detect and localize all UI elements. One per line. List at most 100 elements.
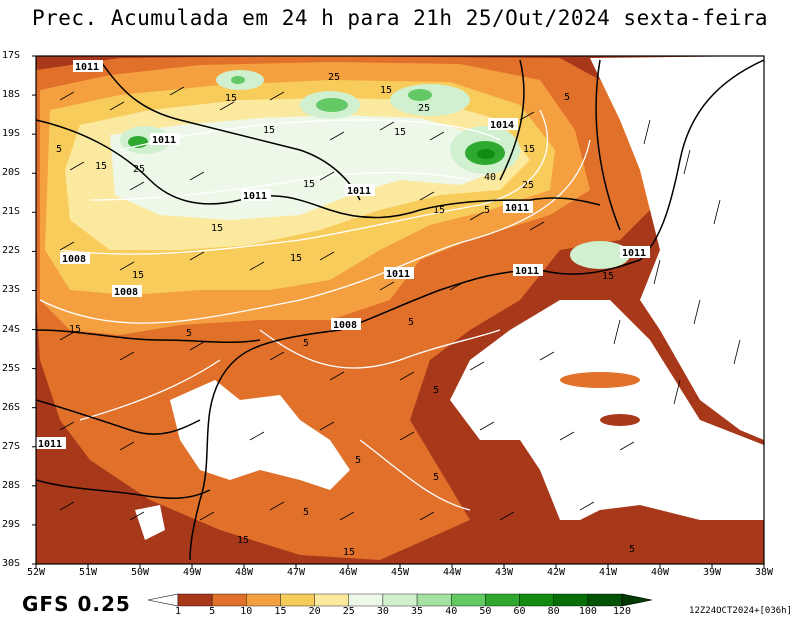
latitude-label: 24S bbox=[2, 323, 21, 335]
no-precip-coast bbox=[170, 380, 350, 490]
colorbar-tick-label: 5 bbox=[209, 606, 216, 617]
latitude-label: 17S bbox=[2, 50, 21, 61]
colorbar-tick-label: 100 bbox=[578, 606, 597, 617]
contour-value-labels: 25 15 15 25 15 15 25 5 25 40 15 5 15 15 … bbox=[56, 72, 635, 558]
colorbar-swatch bbox=[348, 593, 384, 607]
colorbar bbox=[147, 593, 653, 607]
colorbar-swatch bbox=[314, 593, 349, 607]
precip-band-30-35-f bbox=[570, 241, 630, 269]
svg-text:15: 15 bbox=[602, 271, 614, 282]
colorbar-tick-label: 20 bbox=[308, 606, 321, 617]
svg-text:15: 15 bbox=[132, 270, 144, 281]
coastlines-borders bbox=[36, 59, 764, 561]
latitude-label: 26S bbox=[2, 401, 21, 413]
contour-label: 5 bbox=[56, 144, 62, 155]
latitude-label: 21S bbox=[2, 206, 21, 218]
contour-label: 15 bbox=[303, 179, 315, 190]
longitude-label: 39W bbox=[702, 567, 722, 578]
contour-label: 15 bbox=[523, 144, 535, 155]
precip-band-25-30 bbox=[110, 115, 500, 220]
contour-label: 5 bbox=[303, 507, 309, 518]
colorbar-tick-label: 15 bbox=[274, 606, 287, 617]
latitude-label: 18S bbox=[2, 89, 21, 101]
contour-label: 15 bbox=[211, 223, 223, 234]
precip-band-60-80 bbox=[477, 149, 495, 159]
latitude-label: 22S bbox=[2, 245, 21, 257]
axis-ticks bbox=[32, 55, 765, 568]
contour-label: 25 bbox=[133, 164, 145, 175]
colorbar-swatch bbox=[177, 593, 213, 607]
contour-label: 5 bbox=[564, 92, 570, 103]
longitude-label: 52W bbox=[26, 567, 46, 578]
isobar-label: 1008 bbox=[114, 287, 138, 298]
longitude-label: 50W bbox=[130, 567, 150, 578]
colorbar-tick-label: 35 bbox=[411, 606, 424, 617]
longitude-label: 51W bbox=[78, 567, 98, 578]
latitude-label: 27S bbox=[2, 440, 21, 452]
longitude-label: 43W bbox=[494, 567, 514, 578]
longitude-label: 40W bbox=[650, 567, 670, 578]
isobar-label: 1011 bbox=[75, 62, 99, 73]
colorbar-swatch bbox=[485, 593, 520, 607]
colorbar-swatch bbox=[246, 593, 281, 607]
latitude-label: 25S bbox=[2, 362, 21, 374]
colorbar-swatch bbox=[553, 593, 589, 607]
isobar-label: 1011 bbox=[243, 191, 267, 202]
longitude-label: 47W bbox=[286, 567, 306, 578]
longitude-label: 48W bbox=[234, 567, 254, 578]
colorbar-tick-label: 120 bbox=[612, 606, 632, 617]
contour-label: 15 bbox=[95, 161, 107, 172]
contour-label: 15 bbox=[237, 535, 249, 546]
colorbar-swatch bbox=[416, 593, 452, 607]
latitude-label: 28S bbox=[2, 479, 21, 491]
contour-label: 15 bbox=[433, 205, 445, 216]
contour-label: 5 bbox=[433, 472, 439, 483]
run-info: 12Z24OCT2024+[036h] bbox=[689, 606, 792, 616]
contour-label: 5 bbox=[355, 455, 361, 466]
latitude-label: 30S bbox=[2, 558, 21, 569]
isobar-label: 1008 bbox=[333, 320, 357, 331]
svg-text:15: 15 bbox=[290, 253, 302, 264]
colorbar-high-end bbox=[621, 593, 653, 607]
colorbar-tick-label: 60 bbox=[513, 606, 526, 617]
latitude-label: 20S bbox=[2, 167, 21, 179]
longitude-label: 45W bbox=[390, 567, 410, 578]
isobar-label: 1014 bbox=[490, 120, 514, 131]
colorbar-swatch bbox=[519, 593, 554, 607]
colorbar-tick-label: 30 bbox=[376, 606, 389, 617]
precip-band-40-50-c bbox=[231, 76, 245, 84]
colorbar-tick-label: 50 bbox=[479, 606, 492, 617]
svg-text:15: 15 bbox=[69, 324, 81, 335]
colorbar-swatch bbox=[382, 593, 418, 607]
colorbar-swatch bbox=[451, 593, 486, 607]
model-label: GFS 0.25 bbox=[22, 592, 131, 616]
contour-label: 5 bbox=[629, 544, 635, 555]
colorbar-tick-label: 10 bbox=[240, 606, 253, 617]
no-precip-ocean bbox=[450, 300, 764, 520]
contour-label: 40 bbox=[484, 172, 496, 183]
isobar-label: 1011 bbox=[38, 439, 62, 450]
longitude-label: 49W bbox=[182, 567, 202, 578]
contour-label: 5 bbox=[186, 328, 192, 339]
colorbar-low-end bbox=[147, 593, 179, 607]
precip-ocean-blob-2 bbox=[600, 414, 640, 426]
contour-label: 5 bbox=[433, 385, 439, 396]
isobar-label: 1011 bbox=[152, 135, 176, 146]
colorbar-swatch bbox=[211, 593, 247, 607]
contour-label: 15 bbox=[343, 547, 355, 558]
longitude-label: 38W bbox=[754, 567, 774, 578]
isobar-label: 1011 bbox=[515, 266, 539, 277]
svg-text:1011: 1011 bbox=[622, 248, 646, 259]
no-precip-east bbox=[590, 56, 764, 440]
latitude-label: 19S bbox=[2, 128, 21, 140]
contour-label: 25 bbox=[418, 103, 430, 114]
contour-label: 5 bbox=[303, 338, 309, 349]
contour-label: 25 bbox=[328, 72, 340, 83]
contour-label: 15 bbox=[394, 127, 406, 138]
precip-band-40-50-a bbox=[316, 98, 348, 112]
colorbar-tick-label: 80 bbox=[547, 606, 560, 617]
contour-label: 15 bbox=[225, 93, 237, 104]
wind-barbs bbox=[59, 86, 741, 521]
isobar-label: 1011 bbox=[505, 203, 529, 214]
